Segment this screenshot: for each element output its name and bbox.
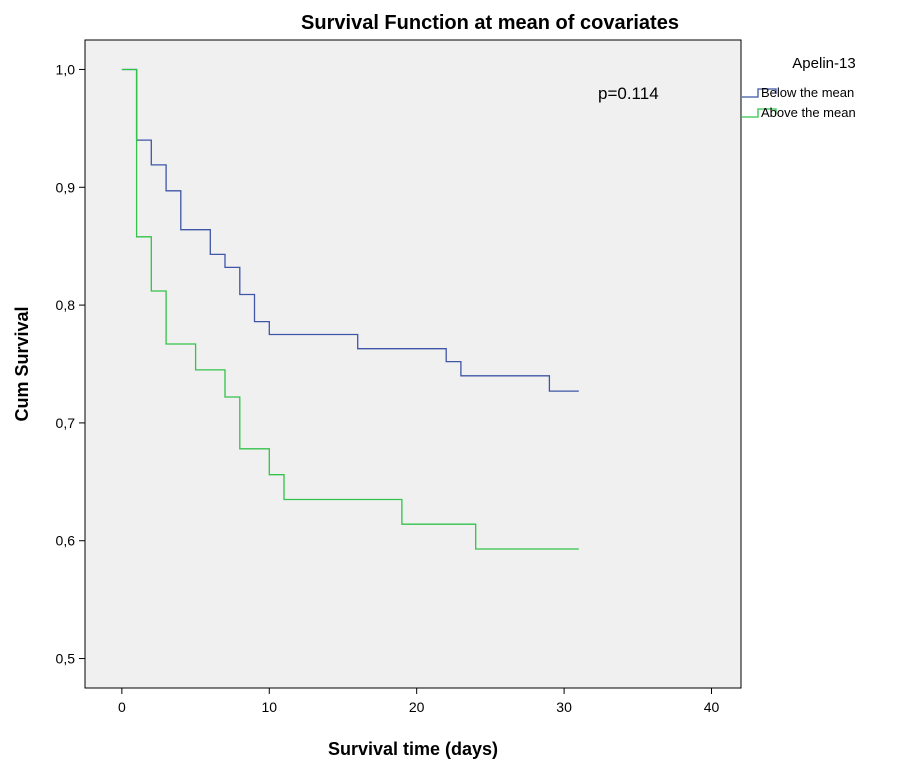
- series-line-below-mean: [121, 68, 579, 392]
- y-tick-label: 0,6: [56, 533, 76, 549]
- y-tick-label: 0,7: [56, 415, 76, 431]
- x-tick-label: 0: [118, 699, 126, 715]
- y-tick-label: 0,8: [56, 297, 76, 313]
- x-axis-title: Survival time (days): [328, 739, 498, 759]
- x-tick-label: 30: [556, 699, 572, 715]
- x-axis: 0 10 20 30 40: [118, 688, 720, 715]
- plot-area: [84, 39, 742, 689]
- p-value-annotation: p=0.114: [598, 84, 659, 103]
- x-tick-label: 40: [704, 699, 720, 715]
- legend-label: Below the mean: [761, 85, 854, 100]
- y-axis-title: Cum Survival: [12, 306, 32, 421]
- series-line-above-mean: [121, 68, 579, 550]
- y-tick-label: 0,9: [56, 179, 76, 195]
- x-tick-label: 20: [409, 699, 425, 715]
- legend: Apelin-13 Below the mean Above the mean: [742, 55, 856, 120]
- legend-label: Above the mean: [761, 105, 856, 120]
- legend-swatch: [742, 108, 777, 118]
- series-layer: [121, 68, 579, 550]
- y-tick-label: 0,5: [56, 651, 76, 667]
- y-axis: 0,5 0,6 0,7 0,8 0,9 1,0: [56, 61, 85, 667]
- x-tick-label: 10: [261, 699, 277, 715]
- chart-title: Survival Function at mean of covariates: [301, 12, 679, 34]
- legend-title: Apelin-13: [792, 55, 855, 72]
- y-tick-label: 1,0: [56, 61, 76, 77]
- legend-swatch: [742, 88, 777, 98]
